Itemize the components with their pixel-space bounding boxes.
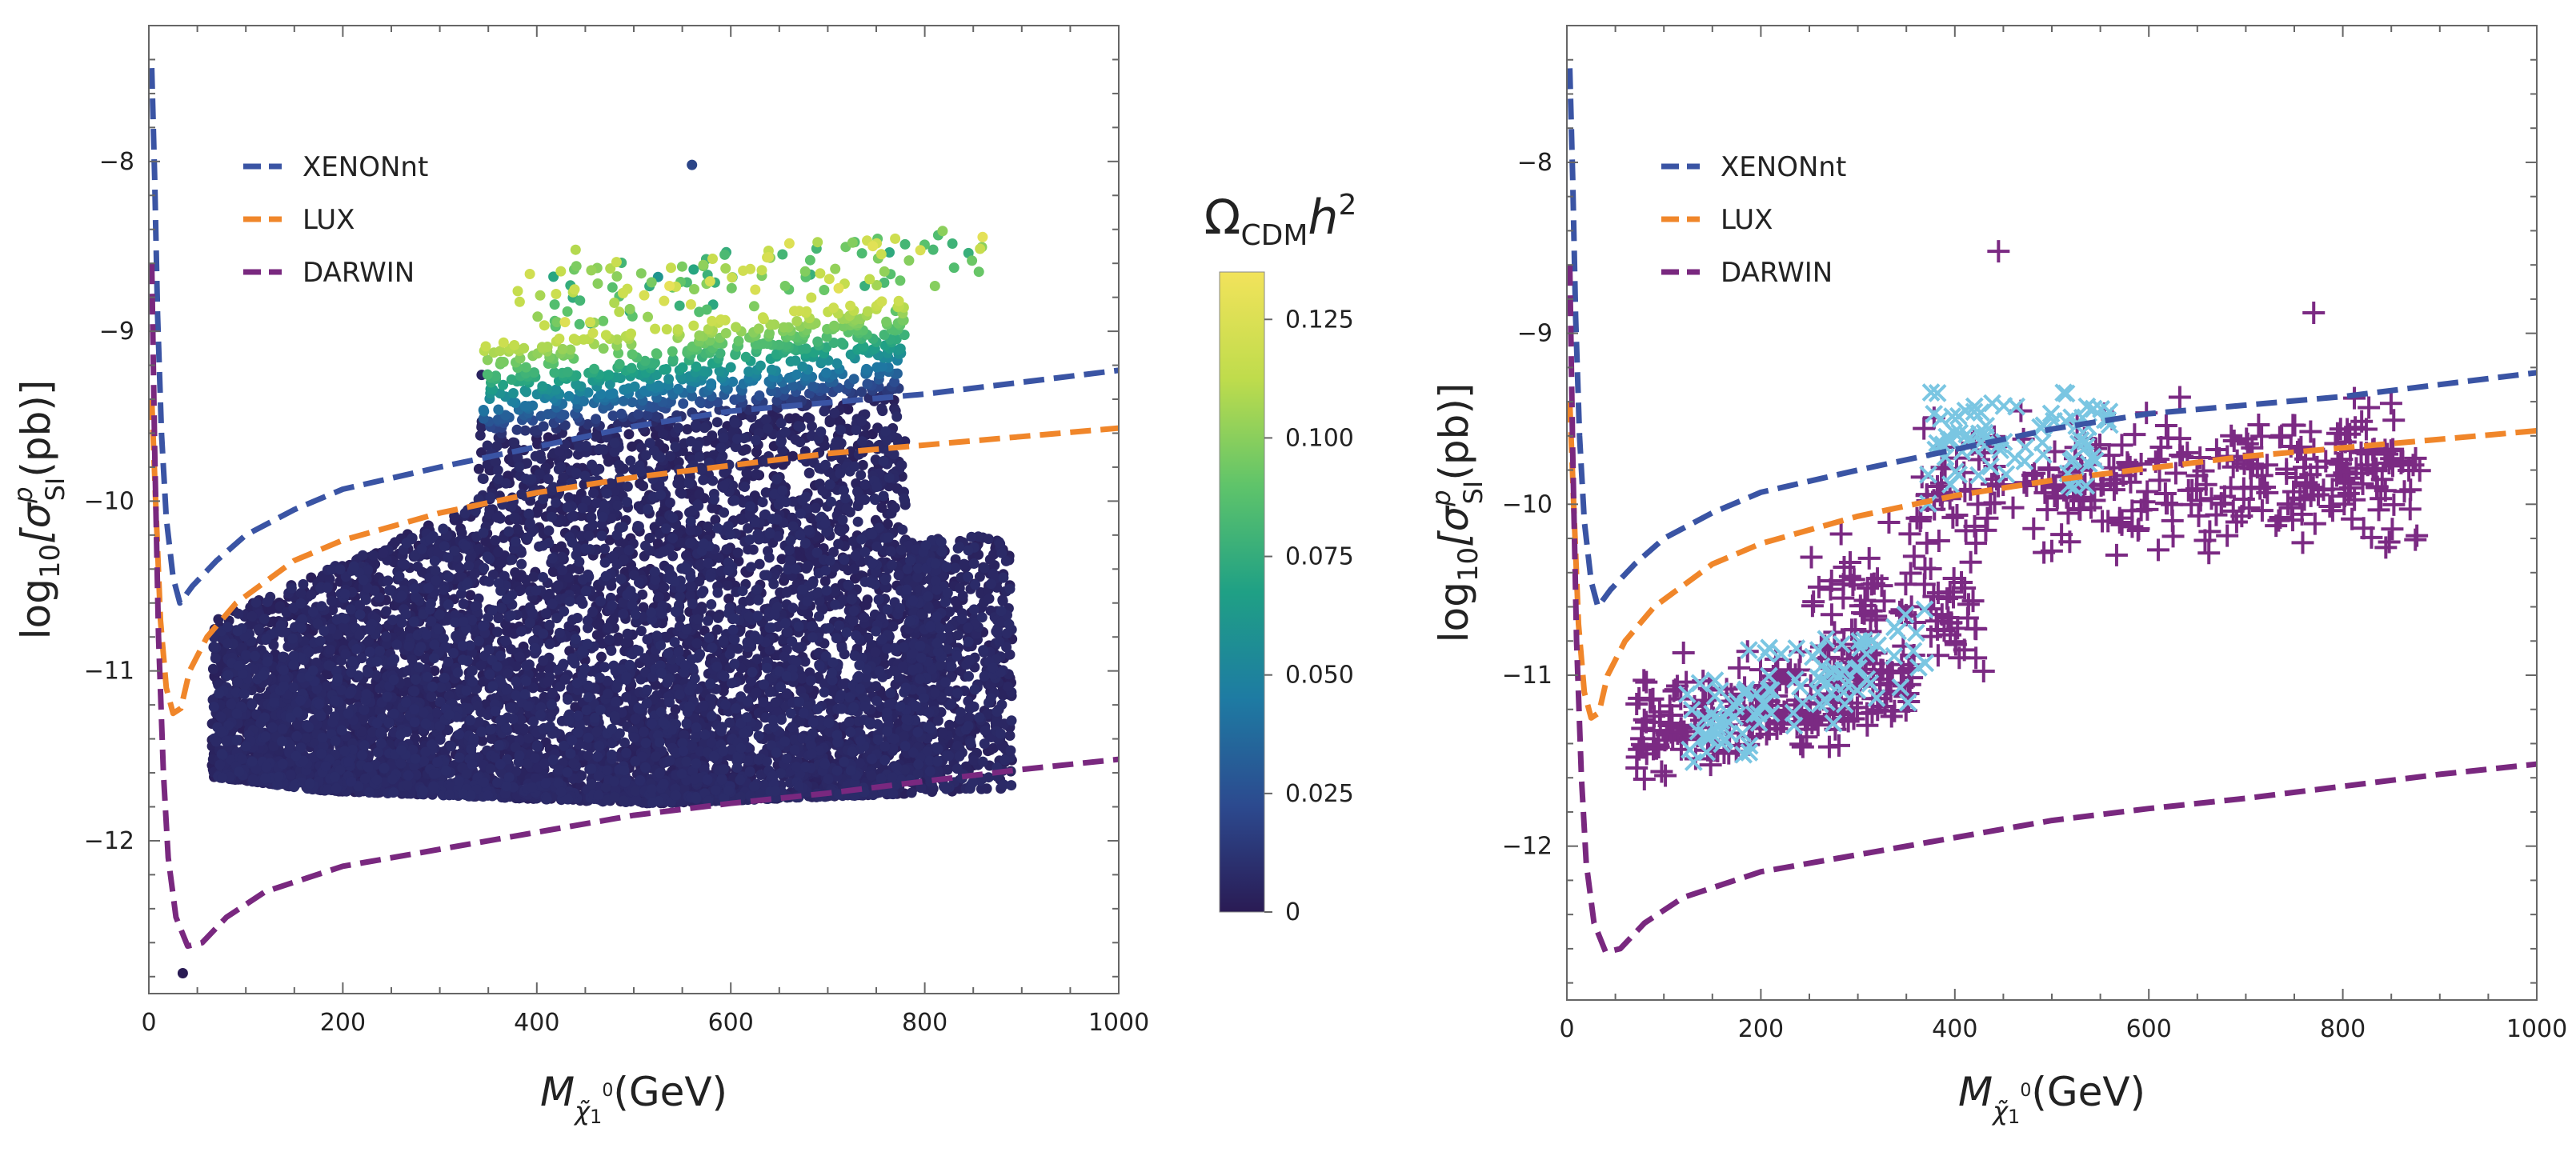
left-scatter-point	[851, 478, 862, 489]
left-scatter-point	[691, 638, 703, 649]
left-scatter-point	[528, 571, 539, 582]
left-scatter-point	[672, 478, 683, 489]
left-scatter-point	[368, 550, 379, 561]
left-scatter-point	[751, 469, 762, 479]
left-scatter-point	[638, 602, 649, 613]
left-scatter-point	[596, 651, 607, 662]
left-scatter-point	[579, 479, 590, 490]
left-scatter-point	[783, 413, 795, 424]
left-scatter-point	[819, 576, 831, 587]
left-scatter-point	[638, 481, 649, 491]
left-scatter-point	[177, 968, 188, 978]
left-scatter-point	[861, 599, 872, 610]
left-scatter-point	[684, 606, 695, 618]
left-scatter-point	[952, 630, 963, 641]
left-scatter-point	[490, 535, 501, 546]
left-scatter-point	[1004, 730, 1016, 741]
left-scatter-point	[673, 457, 684, 467]
left-scatter-point	[519, 723, 530, 734]
left-scatter-point	[429, 666, 440, 676]
left-scatter-point	[295, 587, 306, 598]
left-scatter-point	[604, 634, 615, 646]
left-scatter-point	[627, 441, 638, 452]
left-scatter-point	[887, 621, 899, 632]
left-scatter-point	[620, 637, 631, 648]
left-scatter-points	[177, 159, 1018, 978]
left-scatter-point	[412, 561, 423, 572]
left-scatter-point	[835, 526, 847, 537]
left-scatter-point	[787, 450, 799, 462]
left-scatter-point	[548, 566, 559, 578]
left-scatter-point	[711, 624, 723, 635]
left-scatter-point	[570, 702, 581, 713]
left-scatter-point	[510, 567, 521, 578]
left-scatter-point	[694, 489, 705, 500]
left-scatter-point	[906, 787, 917, 798]
left-panel: 0 200 400 600 800 1000−12−11−10−9−8 XENONntLU…	[8, 25, 1149, 1128]
left-scatter-point	[984, 593, 995, 604]
left-scatter-point	[326, 595, 337, 606]
left-scatter-point	[732, 547, 743, 558]
left-scatter-point	[959, 558, 970, 570]
left-scatter-point	[622, 628, 633, 639]
left-scatter-point	[803, 560, 813, 571]
left-scatter-point	[882, 518, 893, 530]
left-scatter-point	[207, 663, 218, 674]
left-scatter-point	[635, 626, 647, 637]
left-scatter-point	[659, 582, 670, 593]
left-scatter-point	[475, 430, 486, 441]
left-scatter-point	[942, 764, 953, 775]
left-scatter-point	[988, 742, 999, 754]
left-scatter-point	[703, 521, 714, 532]
left-scatter-point	[381, 606, 392, 617]
left-scatter-point	[710, 514, 721, 526]
left-scatter-point	[722, 580, 733, 591]
left-scatter-point	[473, 463, 484, 474]
left-scatter-point	[938, 727, 949, 738]
left-scatter-point	[658, 429, 669, 439]
left-scatter-point	[465, 590, 476, 601]
left-scatter-point	[796, 673, 807, 684]
left-scatter-point	[650, 679, 661, 690]
left-scatter-point	[614, 459, 625, 470]
left-scatter-point	[871, 681, 882, 692]
left-scatter-point	[493, 546, 504, 558]
left-scatter-point	[676, 488, 687, 499]
left-scatter-point	[623, 429, 635, 440]
left-scatter-point	[790, 434, 801, 445]
left-scatter-point	[712, 612, 723, 623]
left-scatter-point	[637, 589, 648, 600]
left-scatter-point	[532, 505, 543, 516]
left-scatter-point	[509, 512, 520, 523]
left-scatter-point	[751, 654, 763, 665]
left-scatter-point	[723, 593, 735, 604]
left-scatter-point	[957, 590, 968, 602]
left-scatter-point	[857, 459, 868, 470]
left-scatter-point	[492, 626, 503, 638]
left-scatter-point	[776, 554, 787, 565]
